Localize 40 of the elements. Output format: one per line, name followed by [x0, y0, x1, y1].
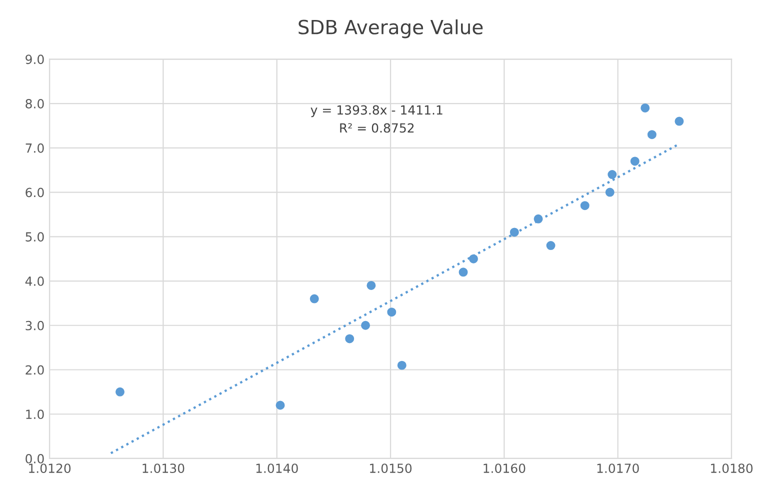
- point: [310, 294, 319, 304]
- point: [546, 241, 556, 250]
- point: [397, 360, 406, 370]
- chart-title: SDB Average Value: [298, 19, 483, 38]
- y-tick-label: 4.0: [25, 276, 44, 286]
- x-tick-label: 1.0150: [370, 464, 412, 474]
- annotation: y = 1393.8x - 1411.1: [310, 105, 442, 118]
- y-tick-label: 2.0: [26, 365, 44, 375]
- y-tick-label: 5.0: [26, 232, 44, 242]
- y-tick-label: 1.0: [26, 410, 44, 420]
- x-tick-label: 1.0180: [711, 464, 753, 474]
- y-tick-label: 7.0: [26, 143, 44, 153]
- x-tick-label: 1.0170: [597, 464, 639, 474]
- point: [276, 400, 285, 410]
- point: [510, 228, 519, 237]
- point: [580, 201, 590, 210]
- annotation: R² = 0.8752: [340, 123, 414, 133]
- x-tick-label: 1.0160: [484, 464, 526, 474]
- x-tick-label: 1.0120: [29, 464, 71, 474]
- point: [630, 156, 640, 166]
- y-tick-label: 3.0: [26, 320, 44, 330]
- y-tick-label: 9.0: [26, 54, 44, 64]
- point: [605, 188, 614, 197]
- y-tick-label: 6.0: [26, 188, 44, 198]
- point: [387, 308, 396, 317]
- x-tick-label: 1.0130: [142, 464, 184, 474]
- point: [361, 320, 370, 330]
- point: [640, 103, 650, 112]
- point: [608, 170, 617, 180]
- point: [647, 130, 656, 140]
- y-tick-label: 0.0: [26, 454, 44, 464]
- point: [674, 116, 684, 126]
- point: [366, 280, 376, 290]
- point: [345, 334, 354, 344]
- point: [534, 214, 543, 224]
- y-tick-label: 8.0: [26, 99, 44, 108]
- point: [469, 254, 478, 264]
- point: [116, 387, 124, 396]
- x-tick-label: 1.0140: [256, 464, 298, 474]
- point: [458, 268, 468, 277]
